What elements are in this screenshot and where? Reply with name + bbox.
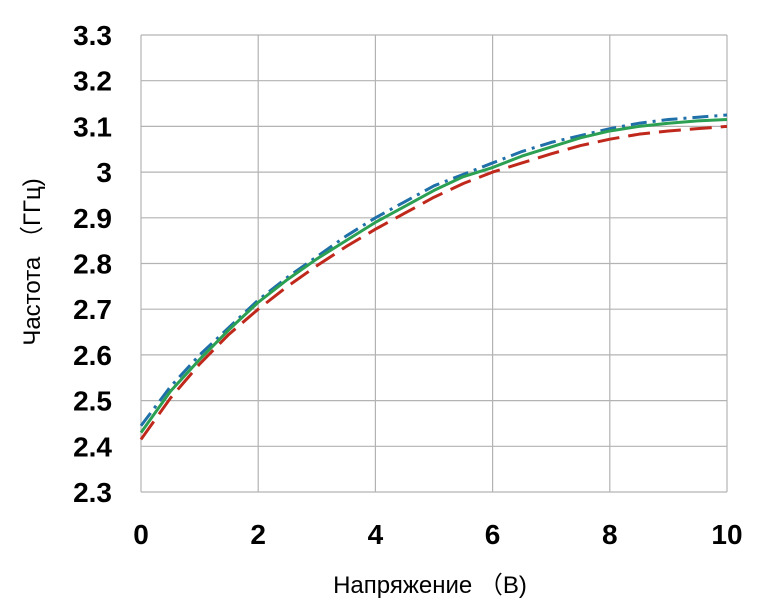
y-axis-label: Частота （ГГц) — [19, 178, 46, 345]
y-tick-label: 2.7 — [73, 294, 112, 325]
y-tick-label: 2.9 — [73, 203, 112, 234]
y-tick-label: 2.3 — [73, 477, 112, 508]
series-lines — [139, 113, 728, 441]
y-tick-label: 2.4 — [73, 431, 112, 462]
y-tick-label: 3.1 — [73, 111, 112, 142]
x-tick-label: 6 — [485, 519, 501, 550]
series-line-3 — [139, 124, 728, 441]
y-tick-label: 2.5 — [73, 386, 112, 417]
x-axis-label: Напряжение （В) — [333, 572, 527, 599]
series-line-1 — [139, 113, 728, 427]
y-tick-label: 2.8 — [73, 249, 112, 280]
x-tick-label: 0 — [133, 519, 149, 550]
y-tick-label: 3.2 — [73, 66, 112, 97]
y-tick-labels: 2.3 2.4 2.5 2.6 2.7 2.8 2.9 3 3.1 3.2 3.3 — [73, 20, 112, 508]
x-tick-label: 10 — [711, 519, 742, 550]
y-tick-label: 3 — [96, 157, 112, 188]
y-tick-label: 3.3 — [73, 20, 112, 51]
x-tick-label: 2 — [250, 519, 266, 550]
series-line-2 — [139, 118, 728, 434]
y-tick-label: 2.6 — [73, 340, 112, 371]
x-tick-label: 8 — [602, 519, 618, 550]
x-tick-labels: 0 2 4 6 8 10 — [133, 519, 742, 550]
x-tick-label: 4 — [368, 519, 384, 550]
grid-lines — [140, 34, 728, 493]
